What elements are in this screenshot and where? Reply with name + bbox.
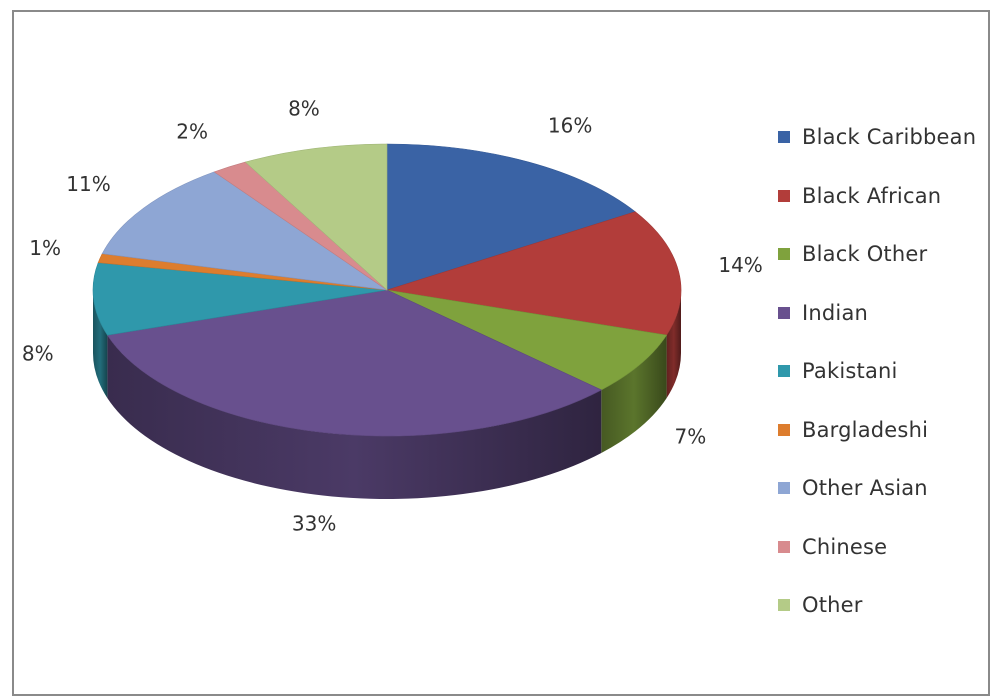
pie-slice-black-other bbox=[386, 289, 668, 391]
legend: Black Caribbean Black African Black Other I… bbox=[778, 108, 993, 635]
legend-item-bargladeshi: Bargladeshi bbox=[778, 401, 993, 460]
legend-label: Indian bbox=[802, 300, 869, 325]
pie-label-indian: 33% bbox=[292, 512, 336, 536]
legend-swatch bbox=[778, 540, 790, 553]
legend-label: Black Other bbox=[802, 242, 928, 267]
legend-swatch bbox=[778, 306, 790, 319]
legend-label: Other bbox=[802, 593, 863, 618]
legend-swatch bbox=[778, 131, 790, 144]
legend-item-pakistani: Pakistani bbox=[778, 342, 993, 401]
legend-swatch bbox=[778, 482, 790, 495]
pie-label-black-other: 7% bbox=[674, 425, 706, 449]
pie-slice-black-caribbean bbox=[386, 143, 636, 291]
legend-label: Bargladeshi bbox=[802, 417, 929, 442]
pie-label-chinese: 2% bbox=[176, 119, 208, 143]
legend-label: Pakistani bbox=[802, 359, 898, 384]
legend-item-other-asian: Other Asian bbox=[778, 459, 993, 518]
legend-item-indian: Indian bbox=[778, 284, 993, 343]
pie-side-black-african bbox=[666, 290, 681, 399]
legend-label: Other Asian bbox=[802, 476, 928, 501]
pie-slice-other bbox=[244, 143, 388, 291]
pie-slice-other-asian bbox=[101, 171, 388, 291]
legend-swatch bbox=[778, 365, 790, 378]
pie-side-black-other bbox=[601, 335, 667, 453]
pie-tops bbox=[92, 143, 682, 437]
legend-item-black-caribbean: Black Caribbean bbox=[778, 108, 993, 167]
legend-item-black-african: Black African bbox=[778, 167, 993, 226]
legend-swatch bbox=[778, 248, 790, 261]
pie-sides bbox=[93, 290, 681, 499]
pie-label-other: 8% bbox=[288, 96, 320, 120]
pie-slice-indian bbox=[106, 289, 602, 437]
pie-side-pakistani bbox=[93, 290, 108, 399]
pie-side-indian bbox=[107, 335, 602, 499]
legend-label: Black African bbox=[802, 183, 942, 208]
legend-item-black-other: Black Other bbox=[778, 225, 993, 284]
pie-label-bargladeshi: 1% bbox=[29, 236, 61, 260]
pie-value-labels: 16% 14% 7% 33% 8% 1% 11% 2% 8% bbox=[22, 96, 763, 535]
pie-label-other-asian: 11% bbox=[66, 172, 110, 196]
pie-slice-black-african bbox=[386, 211, 682, 336]
pie-slice-pakistani bbox=[92, 262, 388, 336]
legend-item-other: Other bbox=[778, 576, 993, 635]
legend-label: Black Caribbean bbox=[802, 125, 977, 150]
pie-label-pakistani: 8% bbox=[22, 342, 54, 366]
pie-label-black-african: 14% bbox=[718, 253, 762, 277]
legend-swatch bbox=[778, 599, 790, 612]
pie-label-black-caribbean: 16% bbox=[548, 114, 592, 138]
legend-swatch bbox=[778, 423, 790, 436]
legend-item-chinese: Chinese bbox=[778, 518, 993, 577]
legend-label: Chinese bbox=[802, 534, 888, 559]
legend-swatch bbox=[778, 189, 790, 202]
